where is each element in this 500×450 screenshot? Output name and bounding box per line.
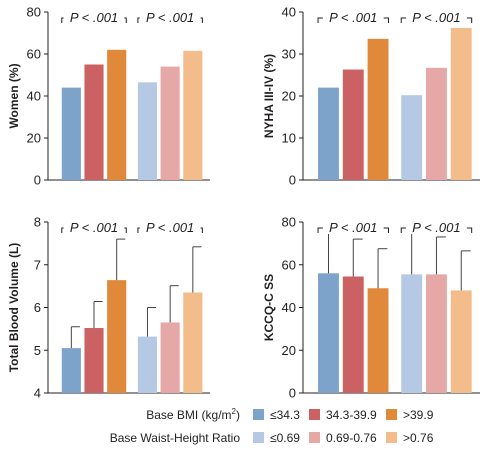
legend-swatch-bmi-2 bbox=[309, 409, 320, 420]
nyha-panel: 0 10 20 30 40 NYHA III-IV (%) P < .001 P < .001 bbox=[262, 5, 480, 188]
p-value-label: P < .001 bbox=[329, 10, 377, 25]
bar-whr-1 bbox=[401, 274, 423, 393]
p-value-label: P < .001 bbox=[146, 10, 194, 25]
legend-label: 34.3-39.9 bbox=[326, 408, 377, 422]
p-value-label: P < .001 bbox=[329, 220, 377, 235]
y-axis-label: NYHA III-IV (%) bbox=[262, 54, 276, 138]
bar-whr-1 bbox=[137, 82, 158, 180]
blood-volume-panel: 4 5 6 7 8 Total Blood Volume (L) P < .001 P < .… bbox=[7, 215, 210, 401]
y-tick-label: 0 bbox=[289, 173, 296, 188]
kccq-panel: 0 20 40 60 80 KCCQ-C SS P < .001 P < .001 bbox=[262, 215, 480, 401]
y-tick-label: 30 bbox=[282, 47, 296, 62]
y-axis-label: Women (%) bbox=[7, 63, 21, 128]
y-tick-label: 5 bbox=[34, 343, 41, 358]
y-tick-label: 0 bbox=[289, 386, 296, 401]
bar-bmi-1 bbox=[318, 273, 339, 393]
legend: Base BMI (kg/m2) ≤34.3 34.3-39.9 >39.9 Base … bbox=[110, 407, 434, 445]
y-tick-label: 40 bbox=[282, 5, 296, 20]
legend-swatch-whr-3 bbox=[386, 432, 397, 443]
p-value-backdrop bbox=[139, 220, 201, 234]
bar-whr-1 bbox=[401, 95, 423, 180]
bar-bmi-2 bbox=[84, 64, 104, 180]
y-tick-label: 20 bbox=[282, 89, 296, 104]
y-tick-label: 7 bbox=[34, 257, 41, 272]
p-value-backdrop bbox=[406, 220, 467, 234]
legend-label: >39.9 bbox=[403, 408, 434, 422]
y-tick-label: 60 bbox=[282, 257, 296, 272]
y-tick-label: 80 bbox=[27, 5, 41, 20]
women-panel: 0 20 40 60 80 Women (%) P < .001 P < .001 bbox=[7, 5, 210, 188]
y-tick-label: 40 bbox=[27, 89, 41, 104]
y-axis-label: KCCQ-C SS bbox=[262, 274, 276, 341]
legend-title-end: ) bbox=[236, 408, 240, 422]
bar-bmi-1 bbox=[61, 87, 81, 180]
bar-bmi-2 bbox=[84, 328, 104, 393]
bar-whr-3 bbox=[183, 292, 203, 393]
bar-whr-3 bbox=[183, 50, 203, 180]
y-tick-label: 20 bbox=[282, 343, 296, 358]
y-tick-label: 10 bbox=[282, 131, 296, 146]
bar-whr-3 bbox=[450, 27, 472, 181]
bar-bmi-1 bbox=[61, 348, 81, 393]
bar-bmi-3 bbox=[107, 49, 127, 180]
y-axis-label: Total Blood Volume (L) bbox=[7, 243, 21, 373]
y-tick-label: 40 bbox=[282, 300, 296, 315]
legend-title-text: Base Waist-Height Ratio bbox=[110, 431, 241, 445]
bar-whr-2 bbox=[426, 274, 447, 393]
legend-title-superscript: 2 bbox=[232, 407, 237, 416]
y-tick-label: 6 bbox=[34, 300, 41, 315]
y-tick-label: 20 bbox=[27, 131, 41, 146]
legend-title: Base BMI (kg/m2) bbox=[146, 407, 240, 422]
y-tick-label: 80 bbox=[282, 215, 296, 230]
y-tick-label: 60 bbox=[27, 47, 41, 62]
p-value-backdrop bbox=[63, 10, 125, 24]
y-tick-label: 0 bbox=[34, 173, 41, 188]
legend-label: ≤0.69 bbox=[270, 431, 300, 445]
p-value-label: P < .001 bbox=[70, 10, 118, 25]
p-value-label: P < .001 bbox=[412, 10, 460, 25]
legend-label: 0.69-0.76 bbox=[326, 431, 377, 445]
bar-whr-2 bbox=[426, 67, 447, 180]
bar-whr-2 bbox=[160, 66, 180, 180]
p-value-backdrop bbox=[63, 220, 125, 234]
legend-label: >0.76 bbox=[403, 431, 434, 445]
bar-bmi-2 bbox=[342, 69, 364, 180]
p-value-label: P < .001 bbox=[146, 220, 194, 235]
bar-bmi-2 bbox=[342, 276, 364, 393]
legend-swatch-bmi-3 bbox=[386, 409, 397, 420]
legend-title: Base Waist-Height Ratio bbox=[110, 431, 241, 445]
y-tick-label: 4 bbox=[34, 386, 41, 401]
p-value-backdrop bbox=[322, 10, 384, 24]
legend-swatch-bmi-1 bbox=[253, 409, 264, 420]
bar-whr-1 bbox=[137, 336, 158, 393]
bar-whr-3 bbox=[450, 290, 472, 393]
bar-bmi-1 bbox=[318, 87, 339, 180]
bar-bmi-3 bbox=[107, 280, 127, 393]
p-value-backdrop bbox=[139, 10, 201, 24]
bar-whr-2 bbox=[160, 322, 180, 393]
legend-title-text: Base BMI (kg/m bbox=[146, 408, 231, 422]
p-value-backdrop bbox=[406, 10, 467, 24]
y-tick-label: 8 bbox=[34, 215, 41, 230]
bar-bmi-3 bbox=[367, 38, 389, 180]
legend-swatch-whr-2 bbox=[309, 432, 320, 443]
bar-bmi-3 bbox=[367, 288, 389, 393]
p-value-backdrop bbox=[322, 220, 384, 234]
legend-swatch-whr-1 bbox=[253, 432, 264, 443]
legend-label: ≤34.3 bbox=[270, 408, 300, 422]
p-value-label: P < .001 bbox=[412, 220, 460, 235]
p-value-label: P < .001 bbox=[70, 220, 118, 235]
